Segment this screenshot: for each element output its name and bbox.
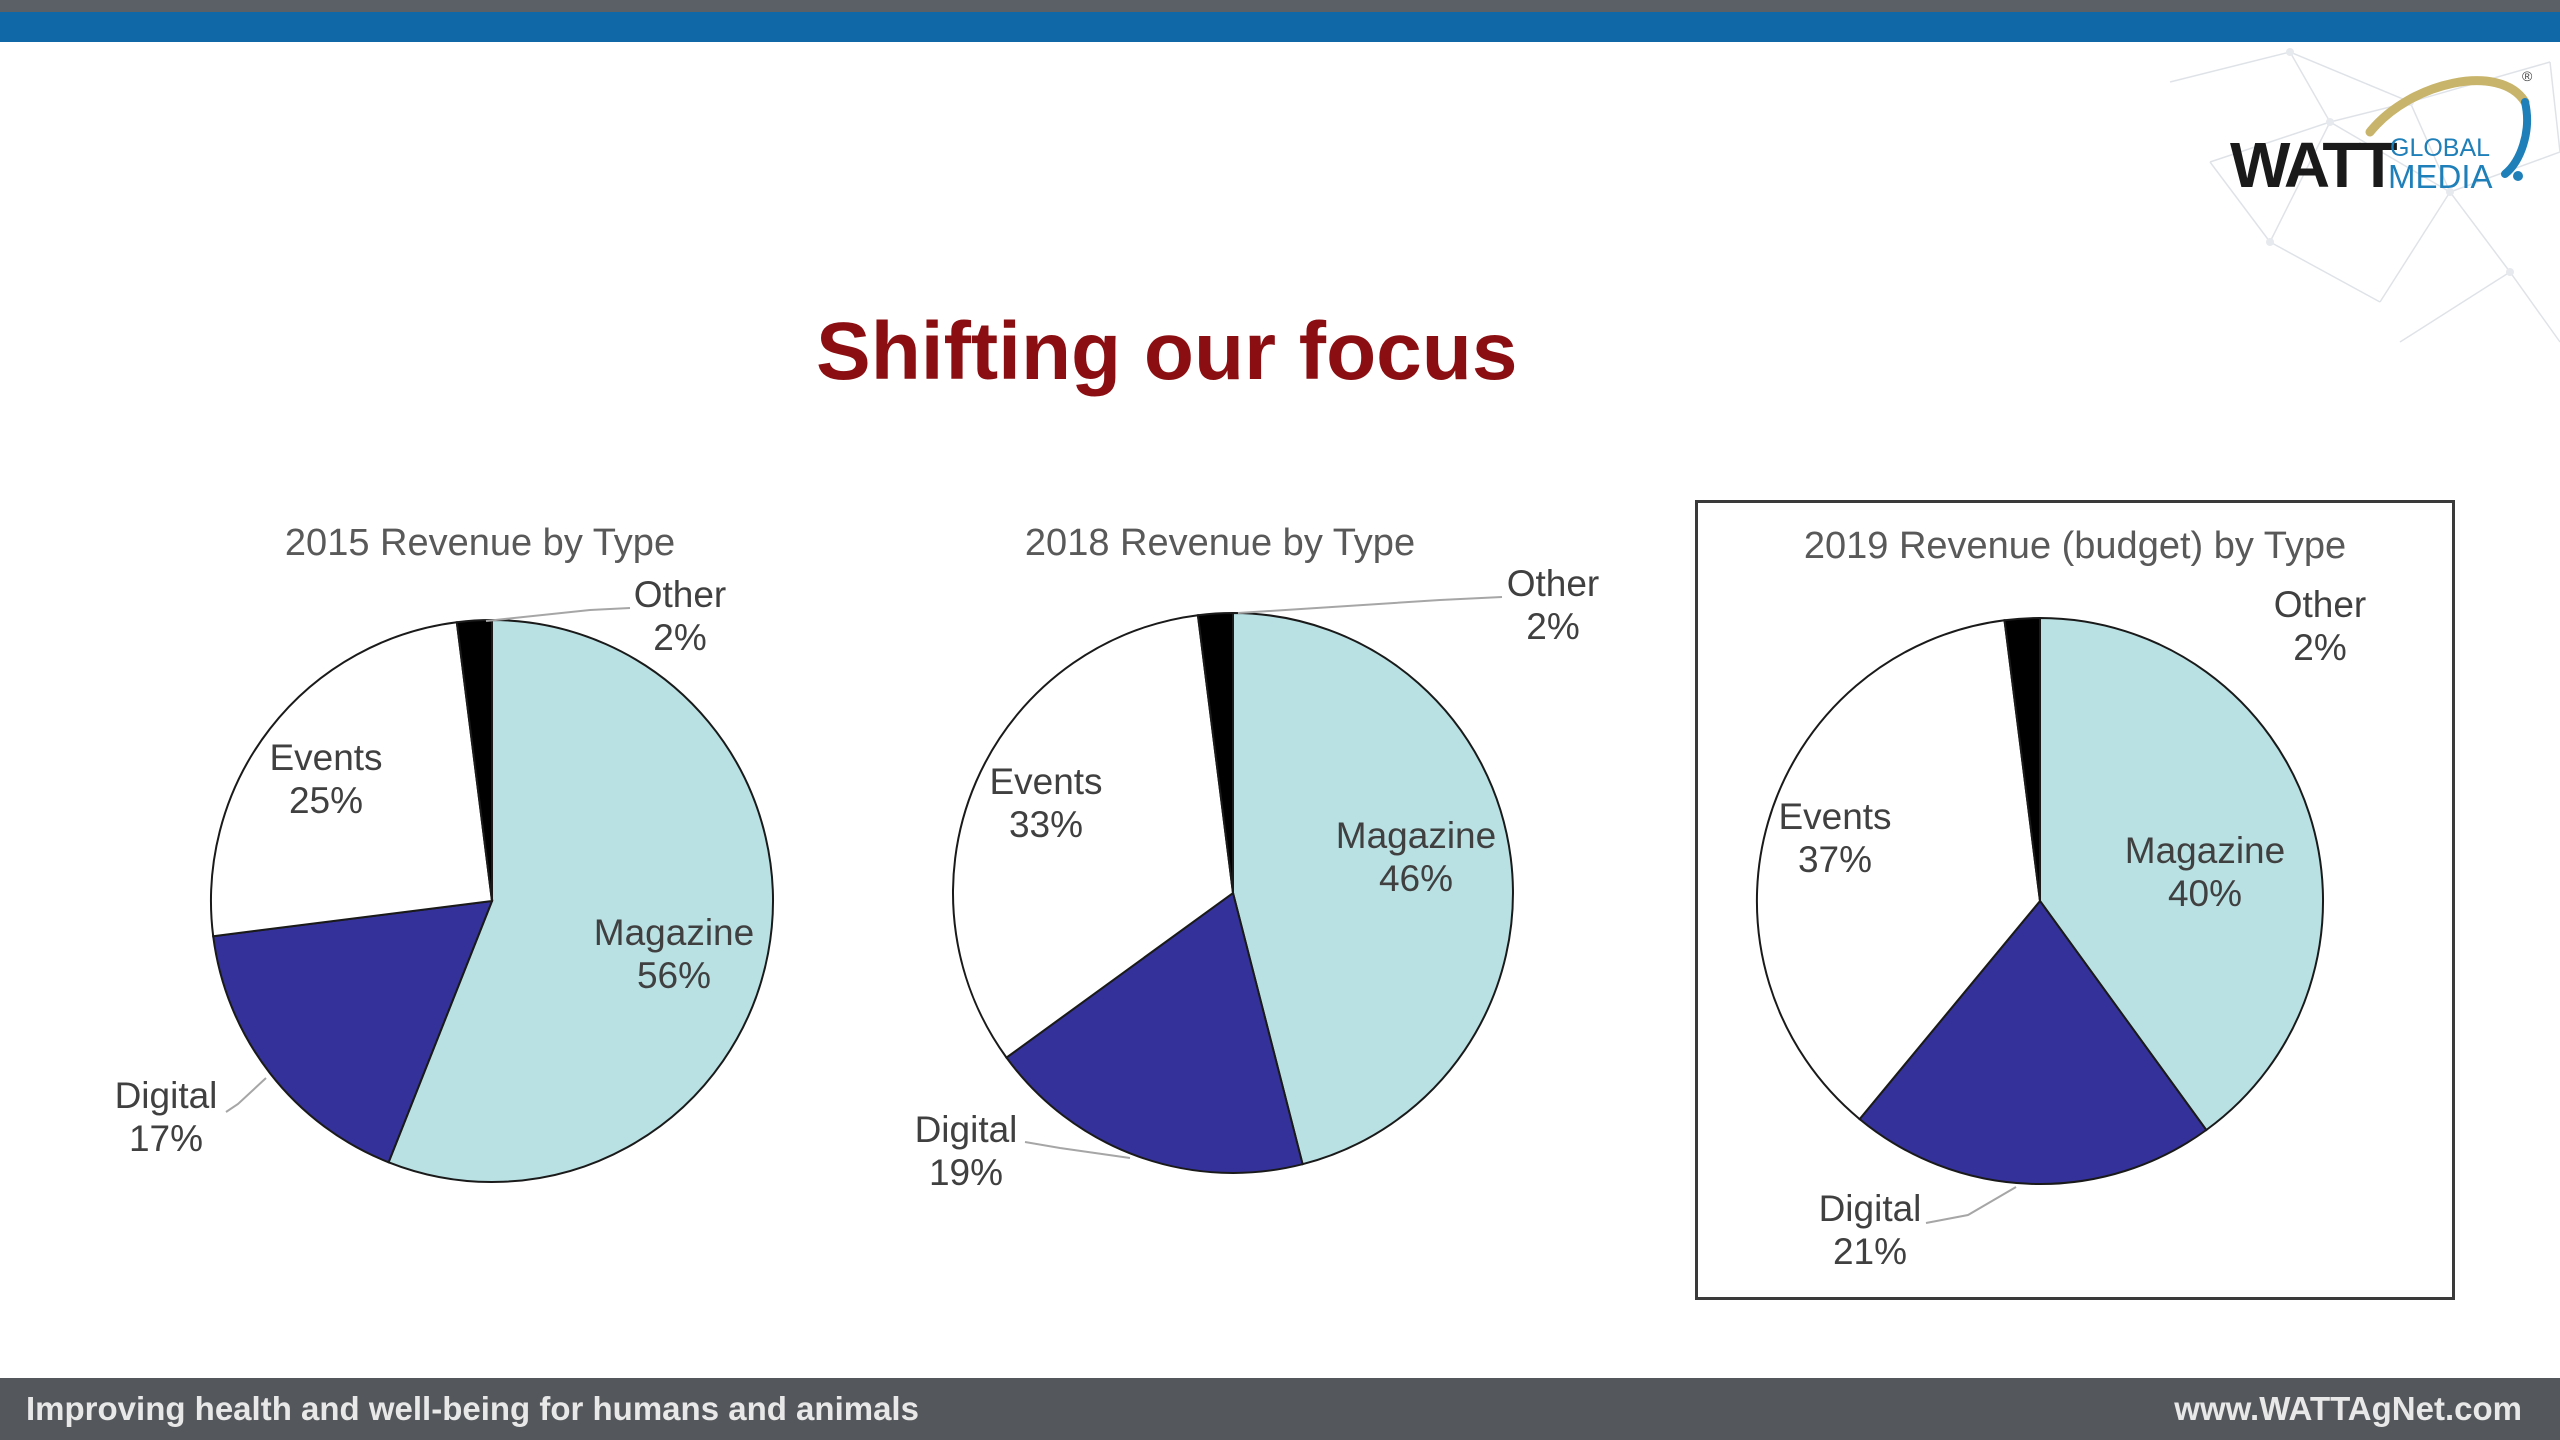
data-label-events: Events 37% xyxy=(1778,796,1891,880)
pie-slice-other xyxy=(2003,616,2041,902)
leader-line-digital xyxy=(1925,1186,2017,1224)
logo-registered-mark: ® xyxy=(2522,68,2533,84)
logo-swoosh-icon xyxy=(2365,76,2532,181)
data-label-events: Events 25% xyxy=(269,737,382,821)
leader-line-digital xyxy=(1024,1141,1131,1159)
footer-tagline: Improving health and well-being for huma… xyxy=(26,1390,919,1427)
pie-slice-other xyxy=(1196,611,1234,894)
top-bar-gray xyxy=(0,0,2560,12)
leader-line-other xyxy=(1237,596,1503,614)
footer-website-link[interactable]: www.WATTAgNet.com xyxy=(2174,1390,2522,1427)
leader-line-other xyxy=(485,607,631,622)
data-label-other: Other 2% xyxy=(2274,584,2367,668)
pie-slice-digital xyxy=(1005,891,1304,1174)
pie-slice-magazine xyxy=(387,618,774,1183)
pie-chart-svg: Magazine 46% Digital 19% Events 33% Other 2% xyxy=(915,563,1600,1193)
chart-title: 2019 Revenue (budget) by Type xyxy=(1803,525,2347,567)
pie-slice-magazine xyxy=(1232,611,1514,1166)
pie-slice-events xyxy=(1755,619,2042,1121)
pie-chart-2019: 2019 Revenue (budget) by Type Magazine 40… xyxy=(1695,500,2455,1300)
data-label-other: Other 2% xyxy=(1507,563,1600,647)
pie-chart-2015: 2015 Revenue by Type Magazine 56% Digital 1… xyxy=(100,500,860,1300)
pie-slice-events xyxy=(952,614,1235,1059)
pie-slice-digital xyxy=(1858,899,2208,1186)
pie-chart-svg: Magazine 56% Digital 17% Events 25% Other 2% xyxy=(115,574,774,1183)
data-label-digital: Digital 21% xyxy=(1819,1188,1922,1272)
data-label-magazine: Magazine 56% xyxy=(594,912,754,996)
data-label-other: Other 2% xyxy=(634,574,727,658)
slide-title: Shifting our focus xyxy=(816,306,1518,397)
logo-global-text: GLOBAL xyxy=(2390,134,2491,162)
data-label-digital: Digital 19% xyxy=(915,1109,1018,1193)
leader-line-digital xyxy=(225,1077,267,1113)
pie-slice-digital xyxy=(212,899,494,1164)
logo-watt-text: WATT xyxy=(2230,129,2398,201)
chart-title: 2018 Revenue by Type xyxy=(1024,522,1416,564)
pie-chart-svg: Magazine 40% Digital 21% Events 37% Other 2% xyxy=(1755,584,2367,1272)
pie-slice-magazine xyxy=(2039,616,2325,1132)
footer-bar: Improving health and well-being for huma… xyxy=(0,1378,2560,1440)
data-label-magazine: Magazine 46% xyxy=(1336,815,1496,899)
top-bar-blue xyxy=(0,12,2560,42)
logo-media-text: MEDIA xyxy=(2388,158,2493,195)
pie-chart-2018: 2018 Revenue by Type Magazine 46% Digital 1… xyxy=(840,500,1600,1300)
data-label-events: Events 33% xyxy=(989,761,1102,845)
data-label-magazine: Magazine 40% xyxy=(2125,830,2285,914)
chart-title: 2015 Revenue by Type xyxy=(284,522,676,564)
watt-global-media-logo: WATT GLOBAL MEDIA ® xyxy=(2220,62,2540,202)
data-label-digital: Digital 17% xyxy=(115,1075,218,1159)
pie-slice-events xyxy=(210,621,494,938)
